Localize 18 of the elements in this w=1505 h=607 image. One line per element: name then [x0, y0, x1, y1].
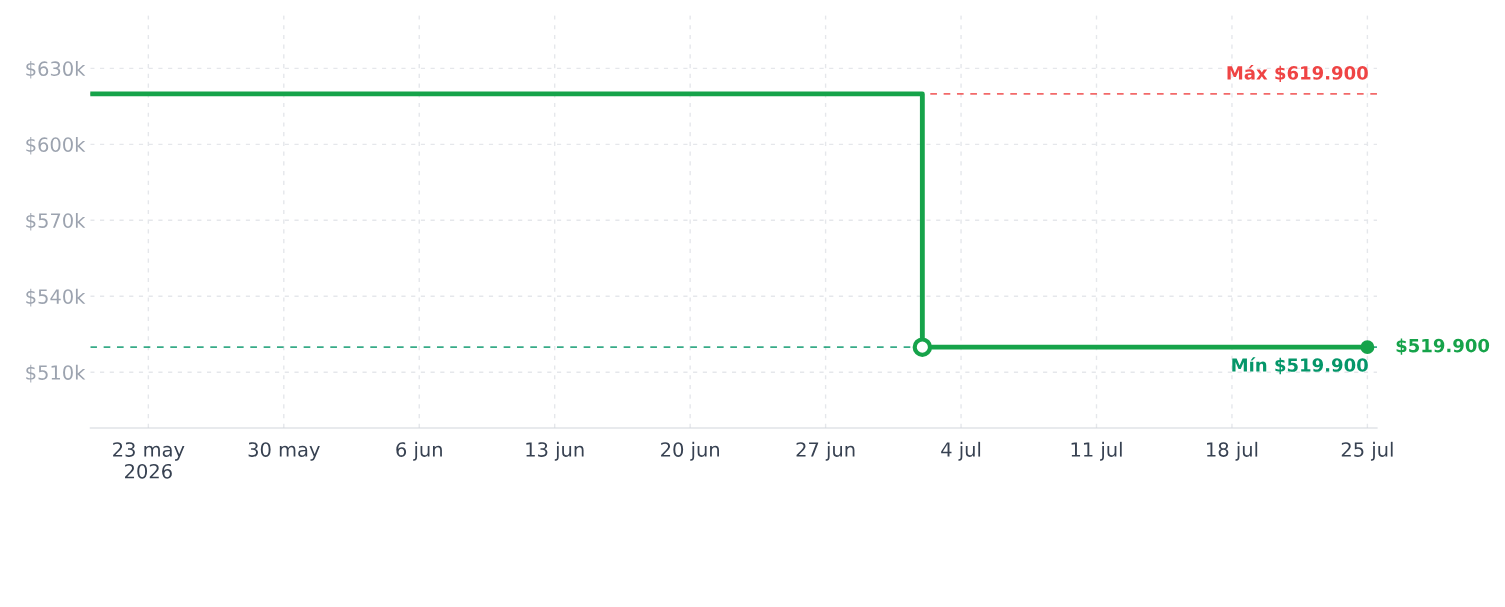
y-tick-label: $630k [26, 60, 86, 79]
ref-line-label: Mín $519.900 [1232, 357, 1368, 375]
x-tick-label: 30 may [248, 442, 320, 461]
x-tick-label: 25 jul [1341, 441, 1393, 461]
x-tick-label: 23 may 2026 [113, 442, 185, 479]
annotation: $519.900 [1396, 338, 1490, 355]
x-tick-label: 4 jul [941, 441, 981, 461]
x-tick-label: 18 jul [1207, 441, 1258, 461]
x-tick-label: 6 jun [396, 441, 442, 461]
y-tick-label: $600k [26, 136, 86, 155]
x-tick-label: 20 jun [661, 441, 719, 461]
y-tick-label: $540k [26, 288, 86, 307]
x-tick-label: 11 jul [1071, 441, 1122, 461]
ref-line-label: Máx $619.900 [1227, 65, 1368, 83]
y-tick-label: $510k [26, 364, 86, 383]
x-tick-label: 27 jun [796, 441, 855, 461]
x-tick-label: 13 jun [526, 441, 584, 461]
y-tick-label: $570k [26, 212, 86, 231]
